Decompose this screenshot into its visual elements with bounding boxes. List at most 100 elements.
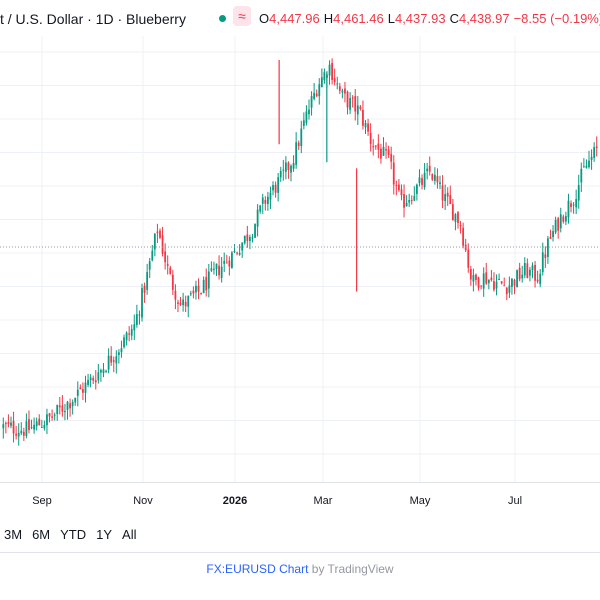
candle-body bbox=[182, 299, 185, 306]
candle-body bbox=[454, 214, 457, 222]
candle-body bbox=[554, 219, 557, 233]
candle-body bbox=[400, 189, 403, 196]
candle-body bbox=[238, 252, 241, 255]
candle-body bbox=[444, 194, 447, 202]
candle-body bbox=[125, 332, 128, 341]
x-tick-2026: 2026 bbox=[222, 495, 248, 507]
candle-body bbox=[40, 426, 43, 428]
candle-body bbox=[130, 329, 133, 336]
candle-body bbox=[310, 96, 313, 108]
candle-body bbox=[485, 272, 488, 284]
range-3m-button[interactable]: 3M bbox=[4, 527, 23, 542]
candle-body bbox=[552, 231, 554, 238]
candle-body bbox=[107, 355, 110, 370]
candle-body bbox=[225, 262, 228, 264]
candle-body bbox=[398, 184, 400, 191]
candle-body bbox=[48, 413, 51, 417]
candle-body bbox=[315, 93, 318, 97]
candle-body bbox=[408, 200, 411, 203]
range-6m-button[interactable]: 6M bbox=[32, 527, 51, 542]
range-1y-button[interactable]: 1Y bbox=[96, 527, 113, 542]
candle-body bbox=[7, 422, 10, 424]
candle-body bbox=[20, 430, 23, 434]
candle-body bbox=[362, 109, 364, 126]
candle-body bbox=[135, 314, 138, 325]
candle-body bbox=[2, 424, 5, 429]
candle-body bbox=[249, 237, 251, 242]
candle-body bbox=[380, 148, 382, 159]
candle-body bbox=[588, 160, 590, 168]
candle-body bbox=[320, 77, 323, 88]
symbol-chart-link[interactable]: FX:EURUSD Chart bbox=[206, 562, 309, 576]
candle-body bbox=[120, 348, 123, 353]
candle-body bbox=[251, 237, 254, 239]
candle-body bbox=[493, 281, 495, 290]
candle-body bbox=[451, 204, 454, 221]
candle-body bbox=[192, 290, 195, 294]
candle-body bbox=[395, 185, 398, 187]
change-value: −8.55 (−0.19%) bbox=[513, 11, 600, 26]
candle-body bbox=[354, 96, 357, 112]
candle-body bbox=[94, 380, 97, 383]
candle-body bbox=[390, 154, 393, 162]
candle-body bbox=[231, 252, 233, 268]
candle-body bbox=[433, 174, 436, 181]
candle-body bbox=[336, 83, 339, 85]
candle-body bbox=[544, 254, 547, 258]
time-axis[interactable]: Sep Nov 2026 Mar May Jul bbox=[0, 482, 600, 512]
candle-body bbox=[115, 356, 118, 364]
candle-body bbox=[92, 378, 95, 381]
candle-body bbox=[12, 420, 15, 434]
candle-body bbox=[282, 169, 285, 171]
candle-body bbox=[105, 370, 107, 372]
candle-body bbox=[539, 273, 542, 285]
candle-body bbox=[372, 146, 375, 148]
candle-body bbox=[169, 267, 172, 274]
candle-body bbox=[210, 268, 213, 271]
candle-body bbox=[459, 225, 462, 227]
approx-icon[interactable]: ≈ bbox=[233, 6, 251, 26]
candle-body bbox=[272, 185, 274, 191]
candle-body bbox=[431, 174, 434, 180]
candle-body bbox=[110, 355, 113, 363]
candle-body bbox=[184, 301, 187, 307]
symbol-title[interactable]: t / U.S. Dollar · 1D · Blueberry bbox=[0, 11, 186, 27]
candle-body bbox=[503, 285, 506, 287]
range-all-button[interactable]: All bbox=[122, 527, 137, 542]
candle-body bbox=[58, 405, 61, 408]
candle-body bbox=[22, 431, 25, 436]
candle-body bbox=[428, 165, 431, 172]
candle-body bbox=[423, 172, 426, 188]
candle-body bbox=[269, 192, 272, 200]
candle-body bbox=[526, 263, 529, 278]
footer-divider bbox=[0, 552, 600, 553]
candle-body bbox=[521, 274, 524, 279]
candle-body bbox=[302, 120, 305, 126]
candle-body bbox=[87, 379, 89, 385]
candle-body bbox=[359, 106, 362, 109]
candle-body bbox=[35, 421, 38, 427]
x-axis-line bbox=[0, 482, 600, 483]
candle-body bbox=[536, 279, 539, 282]
candle-body bbox=[259, 205, 262, 212]
candle-body bbox=[102, 369, 105, 374]
candle-body bbox=[197, 285, 200, 292]
candle-body bbox=[351, 97, 354, 99]
candle-body bbox=[382, 146, 385, 156]
candle-body bbox=[82, 389, 84, 393]
candle-body bbox=[274, 184, 277, 193]
candle-body bbox=[305, 111, 308, 123]
candle-body bbox=[413, 195, 416, 201]
range-ytd-button[interactable]: YTD bbox=[60, 527, 87, 542]
candle-body bbox=[529, 269, 531, 276]
candlestick-chart[interactable] bbox=[0, 36, 600, 482]
candle-body bbox=[387, 149, 390, 155]
candle-body bbox=[56, 404, 59, 415]
candle-body bbox=[377, 143, 380, 150]
candle-body bbox=[236, 252, 238, 254]
price-plot[interactable] bbox=[0, 36, 600, 482]
candle-body bbox=[559, 214, 562, 229]
candle-body bbox=[164, 251, 167, 263]
candle-body bbox=[279, 170, 282, 178]
candle-body bbox=[177, 302, 179, 304]
